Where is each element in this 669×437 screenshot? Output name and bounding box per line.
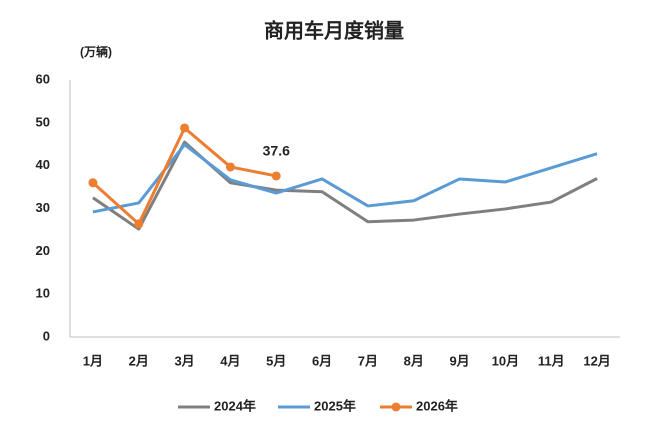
x-tick-label: 10月 bbox=[492, 353, 519, 368]
legend-marker bbox=[391, 402, 401, 412]
x-tick-label: 7月 bbox=[358, 353, 378, 368]
point bbox=[88, 178, 98, 188]
data-label: 37.6 bbox=[263, 143, 290, 159]
point bbox=[134, 219, 144, 229]
y-tick-label: 10 bbox=[36, 286, 50, 301]
x-tick-label: 11月 bbox=[538, 353, 565, 368]
legend-label: 2025年 bbox=[314, 398, 356, 413]
point bbox=[180, 123, 190, 133]
y-tick-label: 60 bbox=[36, 71, 50, 86]
x-tick-label: 2月 bbox=[129, 353, 149, 368]
series-line bbox=[92, 143, 598, 214]
y-tick-label: 30 bbox=[36, 200, 50, 215]
x-tick-label: 4月 bbox=[220, 353, 240, 368]
chart-title: 商用车月度销量 bbox=[264, 18, 404, 42]
y-tick-label: 20 bbox=[36, 243, 50, 258]
point bbox=[271, 171, 281, 181]
x-tick-label: 6月 bbox=[312, 353, 332, 368]
legend-label: 2026年 bbox=[416, 398, 458, 413]
x-tick-label: 9月 bbox=[449, 353, 469, 368]
legend-label: 2024年 bbox=[214, 398, 256, 413]
y-axis-label: (万辆) bbox=[80, 44, 112, 59]
x-tick-label: 3月 bbox=[174, 353, 194, 368]
x-tick-label: 5月 bbox=[266, 353, 286, 368]
x-tick-label: 1月 bbox=[83, 353, 103, 368]
y-tick-label: 40 bbox=[36, 157, 50, 172]
x-tick-label: 8月 bbox=[404, 353, 424, 368]
y-tick-label: 0 bbox=[43, 328, 50, 343]
series-line bbox=[92, 140, 598, 231]
y-tick-label: 50 bbox=[36, 114, 50, 129]
point bbox=[225, 162, 235, 172]
x-tick-label: 12月 bbox=[583, 353, 610, 368]
